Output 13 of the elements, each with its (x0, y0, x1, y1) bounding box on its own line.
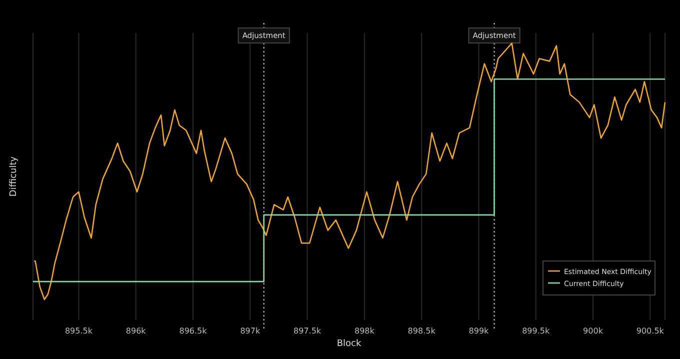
x-tick-label: 898k (354, 326, 375, 336)
x-tick-label: 895.5k (64, 326, 93, 336)
x-tick-label: 900k (583, 326, 604, 336)
x-tick-label: 896k (126, 326, 146, 336)
x-tick-label: 899k (468, 326, 490, 336)
x-tick-label: 900.5k (636, 326, 664, 336)
x-tick-label: 899.5k (522, 326, 550, 336)
x-tick-label: 896.5k (179, 326, 208, 336)
x-tick-label: 898.5k (408, 326, 436, 336)
y-axis-title: Difficulty (9, 156, 19, 197)
x-tick-label: 897k (240, 326, 260, 336)
x-tick-label: 897.5k (294, 326, 322, 336)
x-axis-title: Block (336, 339, 362, 349)
